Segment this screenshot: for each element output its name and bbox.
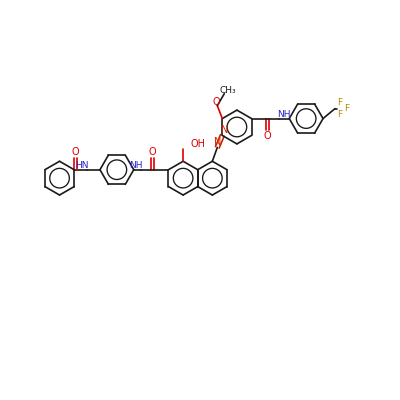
Text: O: O — [212, 97, 220, 107]
Text: O: O — [71, 147, 79, 157]
Text: O: O — [264, 132, 271, 142]
Text: F: F — [337, 110, 342, 119]
Text: N: N — [214, 138, 221, 148]
Text: N: N — [220, 126, 228, 136]
Text: O: O — [149, 147, 156, 157]
Text: F: F — [337, 98, 342, 107]
Text: OH: OH — [190, 139, 205, 149]
Text: NH: NH — [278, 110, 291, 119]
Text: HN: HN — [75, 161, 89, 170]
Text: CH₃: CH₃ — [220, 86, 236, 95]
Text: F: F — [344, 104, 350, 113]
Text: NH: NH — [129, 161, 142, 170]
